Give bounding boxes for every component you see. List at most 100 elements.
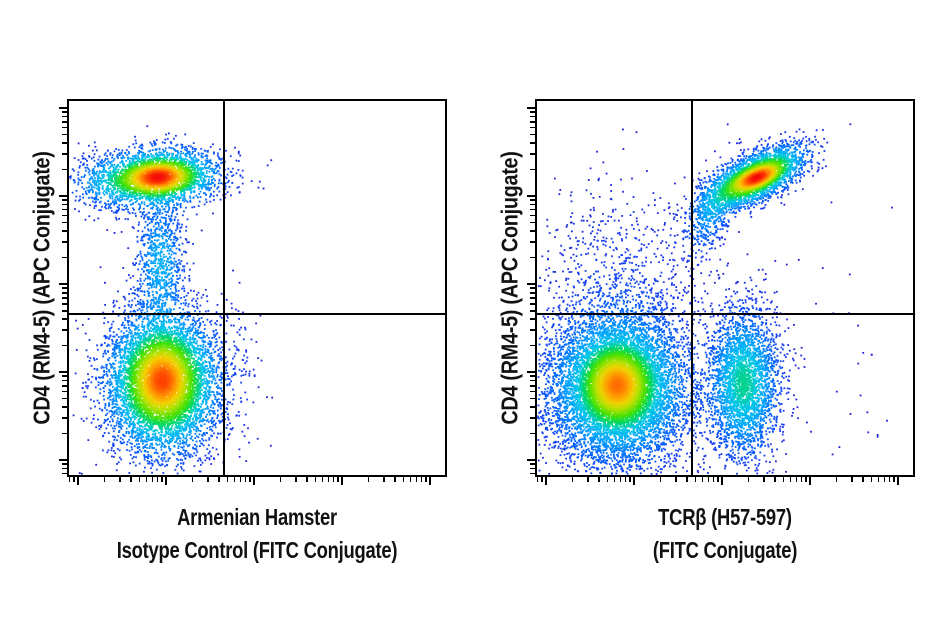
axis-tick — [619, 477, 622, 482]
axis-tick — [77, 477, 80, 485]
axis-tick — [720, 477, 723, 485]
axis-tick — [530, 302, 535, 305]
x-axis-label-line2: (FITC Conjugate) — [652, 537, 798, 563]
axis-tick — [62, 397, 67, 400]
axis-tick — [62, 133, 67, 136]
axis-ticks — [55, 99, 447, 489]
quadrant-gate-horizontal-line — [537, 312, 913, 315]
axis-tick — [530, 142, 535, 144]
axis-tick — [62, 390, 67, 393]
axis-tick — [59, 371, 67, 374]
axis-tick — [340, 477, 343, 485]
axis-tick — [62, 203, 67, 206]
axis-tick — [606, 477, 609, 482]
plot-frame — [535, 99, 915, 477]
axis-tick — [541, 477, 543, 482]
axis-tick — [62, 309, 67, 312]
axis-tick — [191, 477, 194, 482]
axis-tick — [321, 477, 324, 482]
axis-tick — [249, 477, 251, 482]
axis-tick — [686, 477, 688, 482]
axis-tick — [62, 168, 67, 171]
axis-tick — [712, 477, 715, 482]
axis-tick — [774, 477, 776, 482]
axis-tick — [530, 309, 535, 312]
axis-tick — [659, 477, 662, 482]
axis-tick — [62, 379, 67, 382]
axis-tick — [530, 203, 535, 206]
axis-tick — [530, 297, 535, 299]
axis-tick — [893, 477, 895, 482]
axis-tick — [103, 477, 106, 482]
axis-tick — [763, 477, 765, 482]
axis-tick — [707, 477, 710, 482]
axis-tick — [151, 477, 154, 482]
axis-tick — [624, 477, 627, 482]
axis-tick — [530, 221, 535, 224]
axis-tick — [888, 477, 891, 482]
x-axis-label-line2: Isotype Control (FITC Conjugate) — [116, 537, 398, 563]
axis-tick — [805, 477, 807, 482]
axis-tick — [62, 256, 67, 259]
axis-tick — [62, 384, 67, 387]
axis-tick — [530, 241, 535, 243]
axis-tick — [851, 477, 853, 482]
axis-tick — [536, 477, 539, 482]
axis-tick — [130, 477, 132, 482]
axis-tick — [62, 406, 67, 408]
quadrant-gate-vertical-line — [690, 101, 693, 475]
axis-tick — [62, 115, 67, 118]
axis-tick — [409, 477, 412, 482]
axis-tick — [420, 477, 423, 482]
axis-tick — [59, 194, 67, 197]
axis-tick — [244, 477, 247, 482]
axis-tick — [862, 477, 864, 482]
axis-tick — [530, 168, 535, 171]
axis-tick — [530, 115, 535, 118]
axis-tick — [138, 477, 141, 482]
axis-tick — [165, 477, 167, 485]
axis-tick — [252, 477, 255, 485]
y-axis-label: CD4 (RM4-5) (APC Conjugate) — [28, 151, 55, 425]
axis-tick — [530, 230, 535, 232]
axis-tick — [629, 477, 631, 482]
axis-tick — [530, 214, 535, 217]
axis-tick — [694, 477, 697, 482]
axis-tick — [314, 477, 317, 482]
axis-tick — [527, 282, 535, 285]
axis-tick — [870, 477, 873, 482]
axis-tick — [530, 344, 535, 347]
axis-tick — [527, 194, 535, 197]
axis-tick — [62, 230, 67, 232]
axis-tick — [530, 432, 535, 435]
axis-tick — [62, 120, 67, 123]
y-axis-label: CD4 (RM4-5) (APC Conjugate) — [496, 151, 523, 425]
axis-tick — [62, 214, 67, 217]
axis-tick — [530, 318, 535, 321]
axis-tick — [747, 477, 750, 482]
axis-tick — [530, 126, 535, 129]
axis-tick — [571, 477, 574, 482]
axis-tick — [337, 477, 339, 482]
axis-tick — [527, 459, 535, 462]
axis-tick — [530, 329, 535, 331]
density-scatter-canvas — [537, 101, 913, 475]
axis-tick — [226, 477, 229, 482]
axis-tick — [59, 282, 67, 285]
axis-tick — [530, 406, 535, 408]
axis-tick — [62, 142, 67, 144]
axis-tick — [530, 379, 535, 382]
axis-tick — [883, 477, 886, 482]
axis-tick — [527, 107, 535, 110]
axis-tick — [402, 477, 405, 482]
x-axis-label: Armenian Hamster Isotype Control (FITC C… — [105, 501, 409, 567]
axis-tick — [598, 477, 600, 482]
axis-tick — [62, 432, 67, 435]
axis-tick — [789, 477, 792, 482]
axis-tick — [530, 287, 535, 290]
axis-tick — [145, 477, 148, 482]
axis-tick — [800, 477, 803, 482]
axis-tick — [383, 477, 385, 482]
axis-tick — [62, 199, 67, 201]
